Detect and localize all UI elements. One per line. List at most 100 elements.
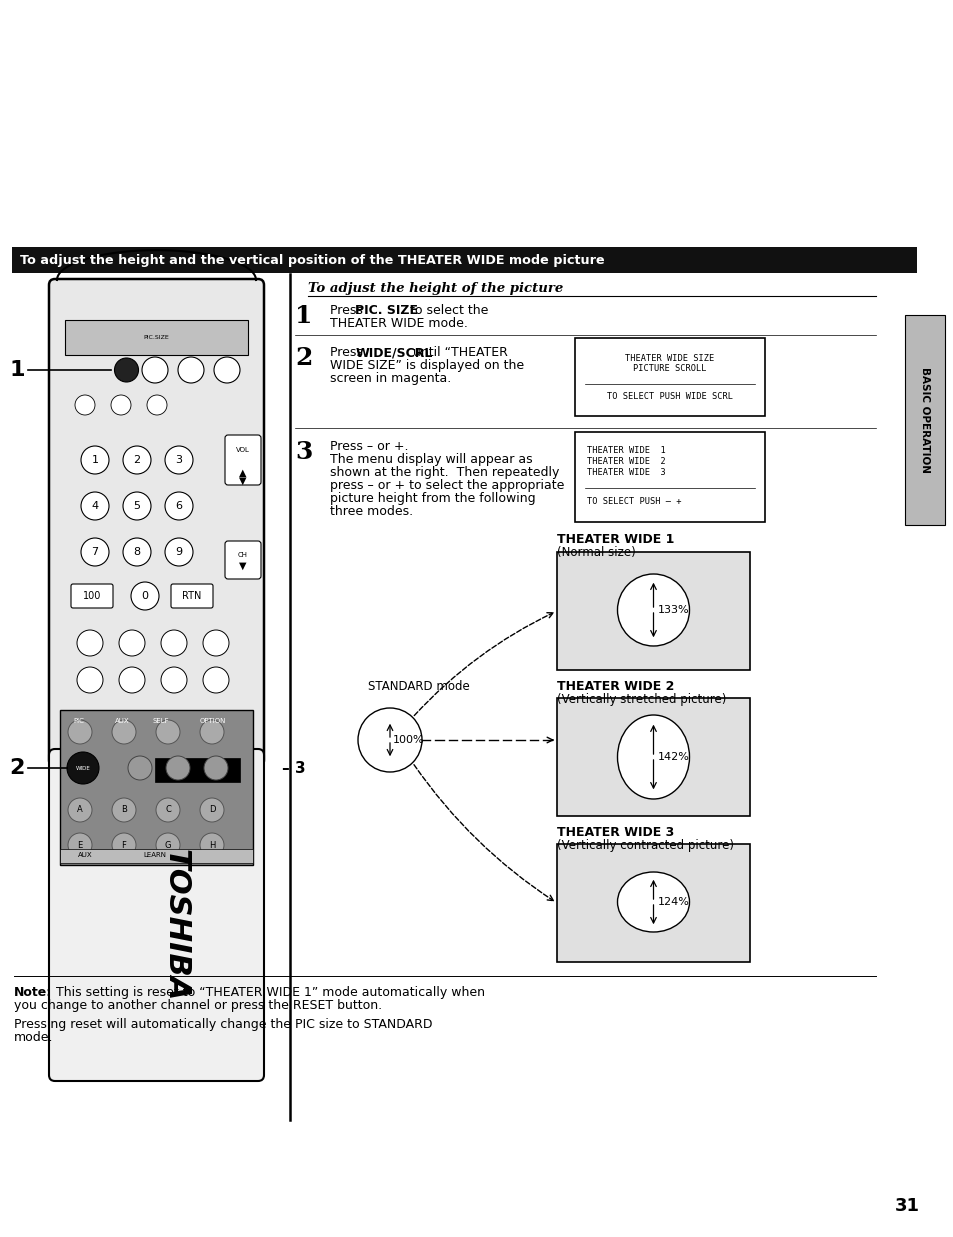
Circle shape: [147, 395, 167, 414]
Text: ▲: ▲: [239, 468, 247, 477]
Circle shape: [77, 630, 103, 656]
Text: THEATER WIDE  1: THEATER WIDE 1: [586, 447, 665, 455]
Text: BASIC OPERATION: BASIC OPERATION: [919, 367, 929, 473]
Circle shape: [77, 667, 103, 693]
Text: STANDARD mode: STANDARD mode: [368, 680, 469, 693]
Text: 2: 2: [10, 758, 25, 778]
Text: 142%: 142%: [657, 752, 689, 762]
Bar: [60, 849, 253, 863]
Text: To adjust the height of the picture: To adjust the height of the picture: [308, 282, 562, 294]
Text: 124%: 124%: [657, 897, 689, 907]
FancyBboxPatch shape: [49, 748, 264, 1081]
Text: H: H: [209, 840, 215, 850]
Text: THEATER WIDE 3: THEATER WIDE 3: [557, 826, 674, 839]
FancyBboxPatch shape: [225, 541, 261, 579]
Text: (Normal size): (Normal size): [557, 546, 635, 559]
Text: 3: 3: [175, 455, 182, 465]
Text: Press – or +.: Press – or +.: [330, 440, 408, 453]
Circle shape: [119, 667, 145, 693]
Text: 0: 0: [141, 591, 149, 601]
Circle shape: [123, 447, 151, 474]
Text: 2: 2: [133, 455, 140, 465]
Text: This setting is reset to “THEATER WIDE 1” mode automatically when: This setting is reset to “THEATER WIDE 1…: [52, 986, 484, 999]
Text: TO SELECT PUSH WIDE SCRL: TO SELECT PUSH WIDE SCRL: [606, 392, 732, 401]
Text: G: G: [165, 840, 172, 850]
Text: 133%: 133%: [657, 605, 688, 615]
Circle shape: [81, 447, 109, 474]
Bar: [557, 698, 749, 816]
Text: 4: 4: [91, 501, 98, 511]
Text: B: B: [121, 805, 127, 814]
Text: THEATER WIDE 1: THEATER WIDE 1: [557, 533, 674, 546]
Text: ▼: ▼: [239, 562, 247, 571]
Circle shape: [81, 492, 109, 520]
FancyBboxPatch shape: [225, 435, 261, 485]
Circle shape: [119, 630, 145, 656]
Text: THEATER WIDE  2: THEATER WIDE 2: [586, 456, 665, 466]
Text: Press: Press: [330, 346, 367, 359]
Bar: [154, 758, 240, 782]
Text: LEARN: LEARN: [143, 852, 167, 858]
Text: To adjust the height and the vertical position of the THEATER WIDE mode picture: To adjust the height and the vertical po…: [20, 254, 604, 266]
Circle shape: [213, 357, 240, 383]
Circle shape: [156, 833, 180, 857]
Text: Pressing reset will automatically change the PIC size to STANDARD: Pressing reset will automatically change…: [14, 1018, 432, 1030]
Bar: [575, 432, 764, 522]
Text: THEATER WIDE SIZE: THEATER WIDE SIZE: [625, 354, 714, 362]
Circle shape: [166, 756, 190, 781]
Text: 100: 100: [83, 591, 101, 601]
Circle shape: [112, 833, 136, 857]
Text: 6: 6: [175, 501, 182, 511]
Circle shape: [112, 798, 136, 823]
Circle shape: [68, 720, 91, 743]
Text: PIC. SIZE: PIC. SIZE: [355, 304, 417, 317]
Text: – 3: – 3: [282, 761, 305, 776]
Circle shape: [156, 720, 180, 743]
Circle shape: [68, 798, 91, 823]
Circle shape: [357, 708, 421, 772]
Circle shape: [161, 630, 187, 656]
Text: OPTION: OPTION: [200, 717, 226, 724]
Text: shown at the right.  Then repeatedly: shown at the right. Then repeatedly: [330, 466, 558, 479]
Text: A: A: [77, 805, 83, 814]
Text: SELF: SELF: [152, 717, 170, 724]
Circle shape: [123, 492, 151, 520]
Circle shape: [81, 538, 109, 567]
Circle shape: [178, 357, 204, 383]
Circle shape: [114, 357, 138, 382]
Text: TOSHIBA: TOSHIBA: [162, 849, 191, 1001]
Text: WIDE/SCRL: WIDE/SCRL: [355, 346, 433, 359]
Text: THEATER WIDE 2: THEATER WIDE 2: [557, 680, 674, 693]
Circle shape: [75, 395, 95, 414]
Bar: [60, 710, 253, 865]
Text: AUX: AUX: [77, 852, 92, 858]
Text: WIDE: WIDE: [75, 766, 91, 771]
FancyBboxPatch shape: [49, 280, 264, 766]
Text: The menu display will appear as: The menu display will appear as: [330, 453, 532, 466]
Text: 9: 9: [175, 547, 182, 557]
Bar: [12, 247, 916, 273]
Circle shape: [131, 581, 159, 610]
Text: AUX: AUX: [115, 717, 130, 724]
Text: CH: CH: [237, 552, 248, 558]
Bar: [65, 320, 248, 355]
Text: picture height from the following: picture height from the following: [330, 492, 535, 505]
Circle shape: [165, 447, 193, 474]
Text: three modes.: three modes.: [330, 505, 413, 518]
Circle shape: [204, 756, 228, 781]
Text: 1: 1: [10, 360, 25, 380]
Text: D: D: [209, 805, 215, 814]
Circle shape: [200, 720, 224, 743]
Text: THEATER WIDE mode.: THEATER WIDE mode.: [330, 317, 467, 330]
Circle shape: [203, 667, 229, 693]
Bar: [557, 844, 749, 962]
Text: 3: 3: [294, 440, 312, 464]
Text: RTN: RTN: [182, 591, 201, 601]
Text: 2: 2: [294, 346, 312, 370]
Text: until “THEATER: until “THEATER: [409, 346, 507, 359]
Circle shape: [165, 538, 193, 567]
Circle shape: [123, 538, 151, 567]
Text: to select the: to select the: [406, 304, 488, 317]
Text: 7: 7: [91, 547, 98, 557]
Ellipse shape: [617, 715, 689, 799]
